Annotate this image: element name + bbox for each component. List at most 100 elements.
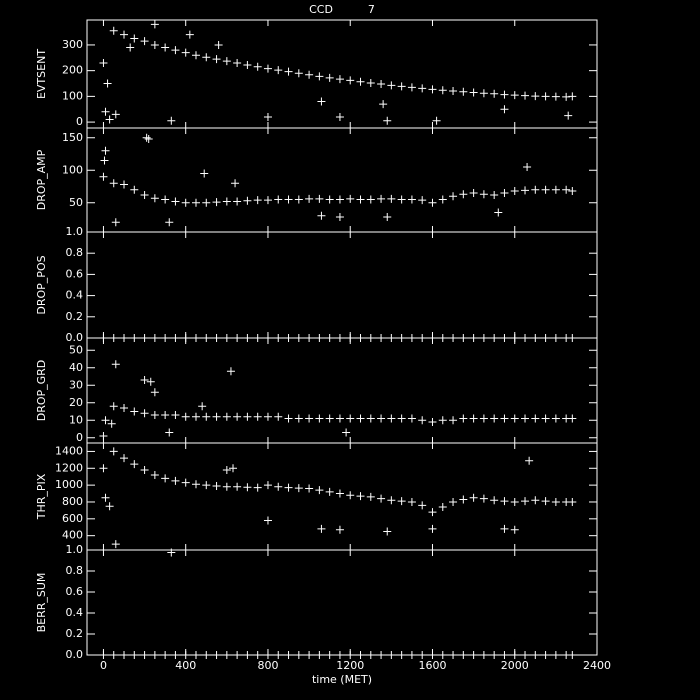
data-point	[568, 497, 577, 506]
data-point	[568, 92, 577, 101]
data-point	[99, 432, 108, 440]
data-point	[274, 482, 283, 491]
data-point	[165, 428, 174, 437]
data-point	[171, 197, 180, 206]
data-point	[284, 414, 293, 423]
data-point	[142, 133, 151, 142]
data-point	[541, 414, 550, 423]
data-point	[263, 112, 272, 121]
data-point	[150, 40, 159, 49]
data-point	[564, 111, 573, 120]
data-point	[111, 110, 120, 119]
data-point	[568, 187, 577, 196]
data-point	[284, 483, 293, 492]
x-tick-label: 800	[257, 659, 278, 672]
data-point	[305, 194, 314, 203]
data-point	[130, 34, 139, 43]
data-point	[253, 483, 262, 492]
data-point	[428, 418, 437, 426]
data-point	[377, 194, 386, 203]
data-point	[397, 414, 406, 423]
data-point	[305, 414, 314, 423]
data-point	[150, 471, 159, 480]
data-point	[120, 651, 129, 659]
data-point	[305, 70, 314, 79]
data-point	[479, 651, 488, 659]
data-point	[212, 55, 221, 64]
data-point	[150, 651, 159, 659]
data-point	[418, 84, 427, 93]
data-point	[418, 196, 427, 205]
data-point	[531, 651, 540, 659]
data-point	[243, 196, 252, 205]
data-point	[191, 651, 200, 659]
data-point	[181, 478, 190, 487]
data-point	[562, 92, 571, 101]
data-point	[490, 496, 499, 505]
data-point	[428, 651, 437, 659]
data-point	[222, 482, 231, 491]
data-point	[407, 651, 416, 659]
plot-frame	[86, 127, 598, 233]
data-point	[181, 48, 190, 57]
x-axis-label: time (MET)	[312, 673, 372, 686]
data-point	[438, 503, 447, 512]
data-point	[335, 525, 344, 534]
data-point	[101, 107, 110, 116]
data-point	[233, 482, 242, 491]
data-point	[449, 416, 458, 425]
data-point	[161, 195, 170, 204]
data-point	[335, 195, 344, 204]
y-tick-label: 0.0	[66, 331, 84, 344]
data-point	[438, 416, 447, 425]
data-point	[222, 412, 231, 421]
x-tick-label: 0	[100, 659, 107, 672]
data-point	[191, 198, 200, 207]
data-point	[243, 412, 252, 421]
data-point	[243, 483, 252, 492]
data-point	[226, 367, 235, 376]
data-point	[387, 651, 396, 659]
data-point	[490, 651, 499, 659]
y-tick-label: 1400	[55, 444, 83, 457]
data-point	[366, 651, 375, 659]
data-point	[315, 194, 324, 203]
data-point	[200, 169, 209, 178]
data-point	[191, 412, 200, 421]
data-point	[165, 218, 174, 227]
data-point	[99, 651, 108, 659]
data-point	[111, 218, 120, 227]
data-point	[494, 208, 503, 217]
y-axis-label: DROP_AMP	[35, 149, 48, 210]
data-point	[449, 192, 458, 201]
data-point	[335, 112, 344, 121]
data-point	[294, 414, 303, 423]
data-point	[531, 496, 540, 505]
data-point	[150, 388, 159, 397]
data-point	[438, 651, 447, 659]
data-point	[432, 116, 441, 125]
data-point	[99, 464, 108, 473]
data-point	[521, 651, 530, 659]
data-point	[335, 414, 344, 423]
data-point	[521, 414, 530, 423]
data-point	[161, 651, 170, 659]
y-tick-label: 600	[62, 512, 83, 525]
data-point	[469, 493, 478, 502]
data-point	[377, 414, 386, 423]
data-point	[101, 146, 110, 155]
y-axis-label: EVTSENT	[35, 49, 48, 99]
data-point	[383, 213, 392, 222]
data-point	[500, 524, 509, 533]
data-point	[305, 651, 314, 659]
data-point	[459, 190, 468, 199]
data-point	[490, 89, 499, 98]
data-point	[140, 651, 149, 659]
y-tick-label: 1200	[55, 461, 83, 474]
data-point	[315, 72, 324, 81]
data-point	[418, 416, 427, 425]
data-point	[521, 186, 530, 195]
plot-frame	[86, 231, 598, 339]
data-point	[146, 377, 155, 386]
